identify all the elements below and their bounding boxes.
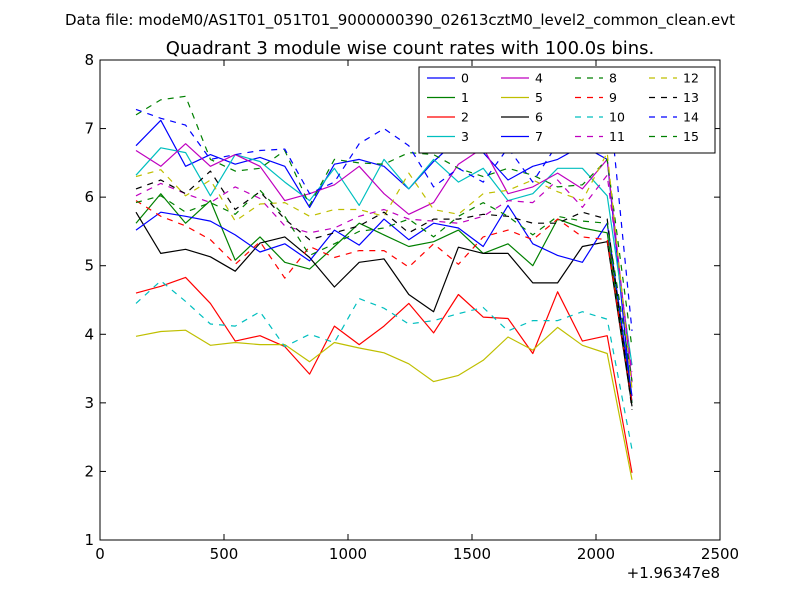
series-line-2	[135, 276, 633, 473]
legend-label: 9	[609, 90, 617, 105]
series-line-0	[135, 119, 633, 403]
y-tick-label: 4	[84, 325, 94, 343]
x-tick-label: 500	[210, 545, 239, 563]
legend-label: 15	[683, 129, 699, 144]
plot-frame	[99, 59, 721, 541]
legend-label: 1	[461, 90, 469, 105]
legend-label: 3	[461, 129, 469, 144]
series-line-4	[135, 143, 633, 383]
x-tick-label: 2000	[577, 545, 615, 563]
x-tick-label: 0	[95, 545, 105, 563]
y-tick-label: 3	[84, 394, 94, 412]
legend-label: 2	[461, 110, 469, 125]
series-line-5	[135, 326, 633, 480]
y-tick-label: 7	[84, 120, 94, 138]
series-line-12	[135, 152, 633, 390]
series-line-3	[135, 147, 633, 366]
legend-label: 14	[683, 110, 699, 125]
series-line-9	[135, 200, 633, 403]
y-tick-label: 1	[84, 531, 94, 549]
x-tick-label: 1000	[329, 545, 367, 563]
legend-label: 10	[609, 110, 625, 125]
legend-label: 11	[609, 129, 625, 144]
x-tick-label: 2500	[701, 545, 739, 563]
series-line-1	[135, 193, 633, 403]
y-tick-label: 2	[84, 462, 94, 480]
legend-label: 6	[535, 110, 543, 125]
chart-title: Quadrant 3 module wise count rates with …	[166, 38, 655, 59]
legend-label: 5	[535, 90, 543, 105]
series-line-10	[135, 280, 633, 450]
legend-label: 12	[683, 71, 699, 86]
y-tick-label: 5	[84, 257, 94, 275]
legend-box	[418, 66, 716, 154]
series-line-7	[135, 204, 633, 397]
y-tick-label: 8	[84, 51, 94, 69]
x-offset-label: +1.96347e8	[627, 564, 720, 582]
plot-series	[135, 78, 633, 480]
y-tick-label: 6	[84, 188, 94, 206]
data-file-label: Data file: modeM0/AS1T01_051T01_90000003…	[65, 11, 735, 30]
legend-label: 7	[535, 129, 543, 144]
x-tick-label: 1500	[453, 545, 491, 563]
legend-label: 0	[461, 71, 469, 86]
series-line-6	[135, 211, 633, 407]
series-line-13	[135, 170, 633, 410]
series-line-8	[135, 95, 633, 349]
legend-label: 13	[683, 90, 699, 105]
legend-label: 4	[535, 71, 543, 86]
legend-label: 8	[609, 71, 617, 86]
